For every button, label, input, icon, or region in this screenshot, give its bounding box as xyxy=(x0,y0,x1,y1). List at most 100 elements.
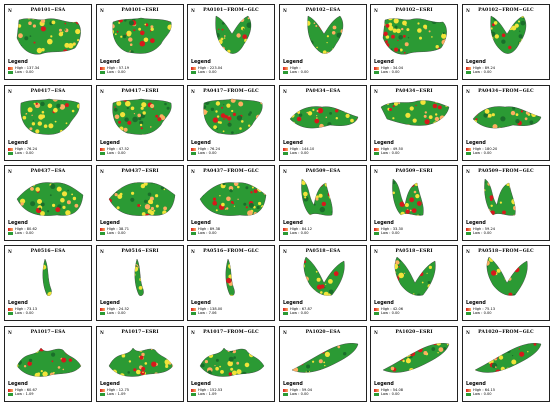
north-arrow-icon: N xyxy=(191,330,195,335)
legend-high-value: High : 75.13 xyxy=(473,307,496,311)
panel-title: PA0516−ESRI xyxy=(121,249,159,254)
panel-title: PA0102−ESA xyxy=(305,8,341,13)
legend-low-value: Low : 7.06 xyxy=(198,311,217,315)
map-panel: PA0509−ESRI N Legend High : 33.30 Low : 0.00 xyxy=(370,165,458,241)
legend-swatch-high xyxy=(8,308,13,311)
legend-swatch-low xyxy=(466,312,471,315)
legend-low-value: Low : 0.00 xyxy=(198,151,217,155)
legend-swatch-low xyxy=(100,312,105,315)
legend-title: Legend xyxy=(466,60,486,65)
map-legend: Legend High : 152.53 Low : 1.09 xyxy=(191,382,227,398)
north-arrow-icon: N xyxy=(100,169,104,174)
legend-swatch-low xyxy=(283,232,288,235)
legend-high-value: High : 80.62 xyxy=(15,227,38,231)
panel-title: PA0101−ESA xyxy=(30,8,66,13)
map-panel: PA0437−ESRI N Legend High : 38.71 Low : 0.00 xyxy=(96,165,184,241)
legend-swatch-high xyxy=(100,67,105,70)
legend-swatch-low xyxy=(100,71,105,74)
map-panel: PA0101−ESRI N Legend High : 57.19 Low : 0.00 xyxy=(96,4,184,80)
panel-title: PA0437−ESRI xyxy=(121,169,159,174)
legend-title: Legend xyxy=(100,301,120,306)
map-legend: Legend High : 34.04 Low : 0.00 xyxy=(374,60,410,76)
legend-swatch-high xyxy=(8,67,13,70)
legend-title: Legend xyxy=(374,60,394,65)
legend-low-value: Low : 0.00 xyxy=(15,231,34,235)
legend-swatch-high xyxy=(8,228,13,231)
legend-swatch-high xyxy=(100,228,105,231)
north-arrow-icon: N xyxy=(374,8,378,13)
legend-swatch-high xyxy=(466,148,471,151)
north-arrow-icon: N xyxy=(8,169,12,174)
raster-map xyxy=(16,18,81,55)
legend-swatch-high xyxy=(191,308,196,311)
panel-title: PA0518−ESRI xyxy=(395,249,433,254)
map-legend: Legend High : 137.34 Low : 0.00 xyxy=(8,60,44,76)
legend-title: Legend xyxy=(283,141,303,146)
map-panel: PA0102−FROM−GLC N Legend High : 89.24 Low : … xyxy=(462,4,550,80)
raster-map xyxy=(203,98,263,135)
legend-high-value: High : 152.53 xyxy=(198,388,223,392)
legend-low-value: Low : 0.00 xyxy=(107,70,126,74)
north-arrow-icon: N xyxy=(191,249,195,254)
map-legend: Legend High : 60.67 Low : 1.09 xyxy=(8,382,44,398)
legend-low-value: Low : 0.00 xyxy=(473,70,492,74)
legend-swatch-low xyxy=(100,393,105,396)
panel-title: PA0101−FROM−GLC xyxy=(203,8,259,13)
panel-title: PA0516−ESA xyxy=(30,249,66,254)
raster-map xyxy=(20,98,80,135)
map-panel: PA0434−FROM−GLC N Legend High : 180.20 Low :… xyxy=(462,85,550,161)
map-panel: PA1017−ESRI N Legend High : 12.75 Low : 1.09 xyxy=(96,326,184,402)
map-legend: Legend High : 33.30 Low : 0.00 xyxy=(374,221,410,237)
legend-low-value: Low : 0.00 xyxy=(290,231,309,235)
legend-high-value: High : 47.52 xyxy=(107,147,130,151)
north-arrow-icon: N xyxy=(8,89,12,94)
north-arrow-icon: N xyxy=(283,8,287,13)
legend-title: Legend xyxy=(8,301,28,306)
legend-low-value: Low : 0.00 xyxy=(107,231,126,235)
legend-low-value: Low : 0.00 xyxy=(473,151,492,155)
legend-title: Legend xyxy=(374,382,394,387)
map-legend: Legend High : 47.52 Low : 0.00 xyxy=(100,141,136,157)
raster-map xyxy=(199,347,265,377)
raster-map xyxy=(474,343,542,373)
map-legend: Legend High : 59.04 Low : 0.00 xyxy=(283,382,319,398)
map-legend: Legend High : 67.87 Low : 0.00 xyxy=(283,301,319,317)
raster-map xyxy=(392,178,424,216)
legend-swatch-high xyxy=(191,228,196,231)
north-arrow-icon: N xyxy=(374,249,378,254)
legend-swatch-high xyxy=(8,148,13,151)
panel-title: PA0437−FROM−GLC xyxy=(203,169,259,174)
legend-high-value: High : 76.24 xyxy=(15,147,38,151)
raster-map xyxy=(301,178,333,216)
panel-title: PA0102−ESRI xyxy=(395,8,433,13)
legend-swatch-low xyxy=(8,71,13,74)
legend-high-value: High : 60.67 xyxy=(15,388,38,392)
panel-title: PA0437−ESA xyxy=(30,169,66,174)
raster-map xyxy=(112,17,172,54)
raster-map xyxy=(486,256,528,296)
legend-low-value: Low : 0.00 xyxy=(473,231,492,235)
legend-swatch-low xyxy=(283,71,288,74)
legend-title: Legend xyxy=(100,60,120,65)
legend-swatch-low xyxy=(374,71,379,74)
legend-swatch-low xyxy=(466,71,471,74)
map-panel: PA0516−ESA N Legend High : 73.13 Low : 0.00 xyxy=(4,245,92,321)
legend-title: Legend xyxy=(100,382,120,387)
map-legend: Legend High : 54.08 Low : 0.00 xyxy=(374,382,410,398)
legend-high-value: High : 59.04 xyxy=(290,388,313,392)
map-panel: PA0417−FROM−GLC N Legend High : 76.24 Low : … xyxy=(187,85,275,161)
legend-high-value: High : 54.08 xyxy=(381,388,404,392)
legend-title: Legend xyxy=(374,141,394,146)
map-panel: PA1017−FROM−GLC N Legend High : 152.53 Low :… xyxy=(187,326,275,402)
legend-high-value: High : 59.24 xyxy=(473,227,496,231)
raster-map xyxy=(484,178,516,216)
panel-title: PA0516−FROM−GLC xyxy=(203,249,259,254)
legend-title: Legend xyxy=(191,382,211,387)
legend-swatch-high xyxy=(283,148,288,151)
map-legend: Legend High : 76.24 Low : 0.00 xyxy=(8,141,44,157)
map-legend: Legend High : 57.19 Low : 0.00 xyxy=(100,60,136,76)
raster-map xyxy=(490,15,527,54)
panel-title: PA1020−ESRI xyxy=(395,330,433,335)
map-legend: Legend High : 80.62 Low : 0.00 xyxy=(8,221,44,237)
raster-map xyxy=(380,100,450,126)
